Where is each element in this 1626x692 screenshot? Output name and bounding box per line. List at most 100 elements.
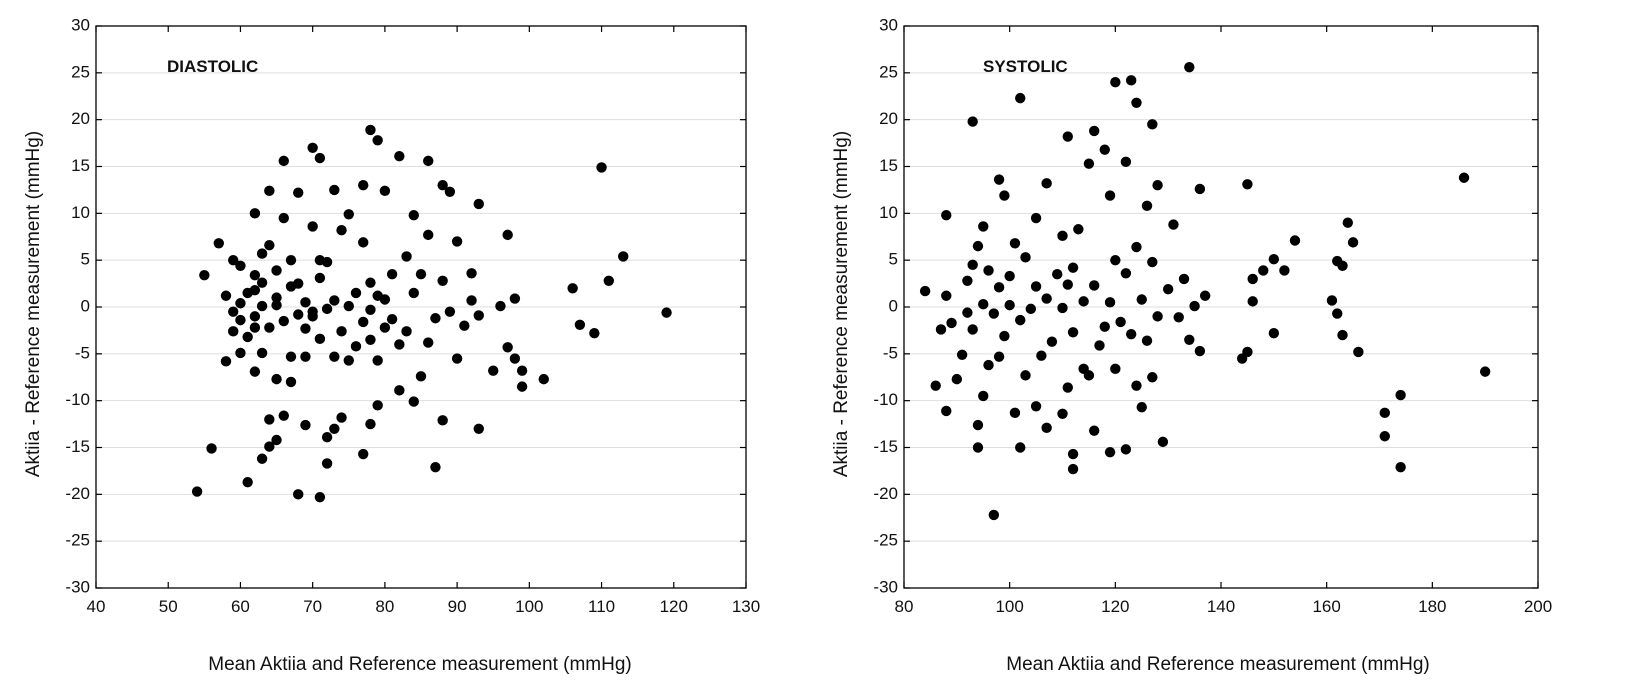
panel-title: DIASTOLIC <box>167 57 258 76</box>
data-point <box>307 311 318 322</box>
data-point <box>1242 346 1253 358</box>
data-point <box>271 434 282 446</box>
x-tick-label: 130 <box>732 597 760 616</box>
data-point <box>1332 308 1343 319</box>
data-point <box>1083 370 1095 381</box>
data-point <box>1089 425 1100 436</box>
data-point <box>1115 316 1126 328</box>
data-point <box>408 396 419 407</box>
data-point <box>249 284 261 296</box>
data-point <box>199 269 210 281</box>
data-point <box>235 298 246 309</box>
data-point <box>271 292 282 303</box>
data-point <box>1131 97 1142 109</box>
data-point <box>264 322 275 333</box>
data-point <box>1136 402 1147 413</box>
data-point <box>1036 350 1047 361</box>
x-tick-label: 100 <box>515 597 543 616</box>
data-point <box>1094 340 1105 351</box>
data-point <box>423 337 434 348</box>
data-point <box>1030 212 1042 224</box>
data-point <box>1067 262 1079 273</box>
data-point <box>321 303 333 315</box>
data-point <box>444 306 456 317</box>
data-point <box>1125 75 1137 86</box>
data-point <box>343 300 354 312</box>
data-point <box>473 310 484 321</box>
data-point <box>466 295 477 306</box>
data-point <box>228 254 239 266</box>
data-point <box>451 353 463 364</box>
y-tick-label: 15 <box>71 156 90 175</box>
data-point <box>321 458 333 469</box>
x-tick-label: 100 <box>995 597 1023 616</box>
x-tick-label: 50 <box>159 597 178 616</box>
data-point <box>264 414 275 425</box>
y-tick-label: -25 <box>65 531 90 550</box>
x-tick-label: 70 <box>303 597 322 616</box>
data-point <box>437 415 448 426</box>
data-point <box>350 287 362 299</box>
data-point <box>1395 461 1406 473</box>
x-tick-label: 80 <box>895 597 914 616</box>
data-point <box>1379 407 1390 419</box>
data-point <box>1057 408 1068 419</box>
data-point <box>379 322 391 333</box>
data-point <box>1099 144 1110 155</box>
data-point <box>1247 296 1258 307</box>
data-point <box>329 184 340 196</box>
y-axis-label: Aktiia - Reference measurement (mmHg) <box>23 131 44 477</box>
y-tick-label: 25 <box>71 62 90 81</box>
x-tick-label: 80 <box>375 597 394 616</box>
data-point <box>466 268 477 279</box>
data-point <box>300 419 311 431</box>
data-point <box>444 186 456 197</box>
data-point <box>1168 219 1179 230</box>
data-point <box>1353 346 1364 358</box>
data-point <box>1110 77 1121 88</box>
data-point <box>919 285 931 297</box>
x-axis-label: Mean Aktiia and Reference measurement (m… <box>1006 654 1429 675</box>
data-point <box>300 323 311 334</box>
data-point <box>1083 158 1095 169</box>
data-point <box>451 236 463 247</box>
data-point <box>415 371 427 382</box>
data-point <box>1062 131 1073 142</box>
data-point <box>1136 294 1147 305</box>
data-point <box>993 351 1005 362</box>
data-point <box>249 322 261 333</box>
data-point <box>967 324 978 335</box>
x-tick-label: 160 <box>1312 597 1340 616</box>
x-tick-label: 60 <box>231 597 250 616</box>
y-tick-label: 20 <box>879 109 898 128</box>
data-point <box>358 448 369 460</box>
data-point <box>473 423 484 434</box>
data-point <box>242 331 253 343</box>
data-point <box>206 443 217 454</box>
systolic-plot: -30 -25 -20 -15 -10 -5 0 5 10 15 20 25 30 80 100 120 140… <box>831 15 1552 675</box>
data-point <box>1347 237 1359 248</box>
data-point <box>1289 235 1301 246</box>
data-point <box>1120 268 1132 279</box>
data-point <box>401 251 412 262</box>
data-point <box>264 441 275 452</box>
data-point <box>459 320 470 331</box>
data-point <box>256 453 268 464</box>
y-tick-label: 10 <box>71 203 90 222</box>
data-point <box>1157 436 1169 448</box>
data-point <box>394 150 405 162</box>
data-point <box>372 135 383 146</box>
data-points <box>919 62 1491 521</box>
data-point <box>321 431 333 443</box>
data-point <box>314 272 326 284</box>
data-point <box>336 224 347 236</box>
data-point <box>350 341 362 352</box>
y-tick-label: -10 <box>65 390 90 409</box>
data-point <box>983 265 994 276</box>
data-point <box>235 347 246 359</box>
data-point <box>509 353 521 364</box>
data-point <box>502 342 513 353</box>
data-point <box>1268 254 1280 265</box>
data-point <box>618 251 629 262</box>
data-point <box>336 412 347 423</box>
